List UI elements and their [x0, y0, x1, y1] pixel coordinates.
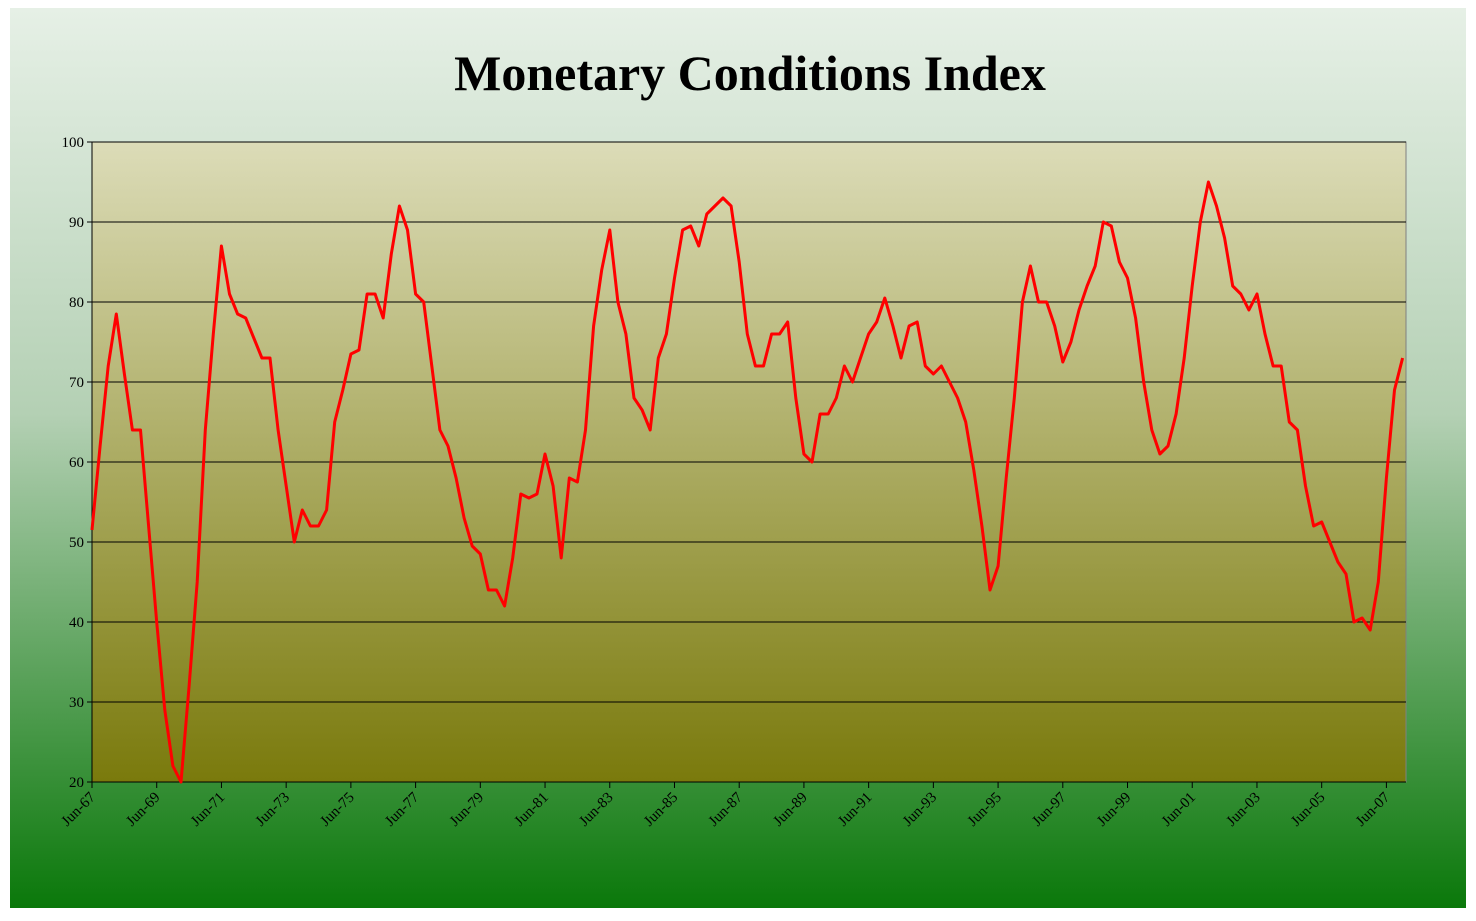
y-tick-label: 80 — [69, 295, 84, 311]
y-tick-label: 50 — [69, 535, 84, 551]
chart-title: Monetary Conditions Index — [454, 45, 1046, 101]
y-tick-label: 30 — [69, 695, 84, 711]
y-tick-label: 100 — [62, 135, 85, 151]
y-tick-label: 40 — [69, 615, 84, 631]
y-tick-label: 60 — [69, 455, 84, 471]
y-tick-label: 20 — [69, 775, 84, 791]
y-tick-label: 70 — [69, 375, 84, 391]
data-line — [90, 180, 1405, 784]
y-tick-label: 90 — [69, 215, 84, 231]
